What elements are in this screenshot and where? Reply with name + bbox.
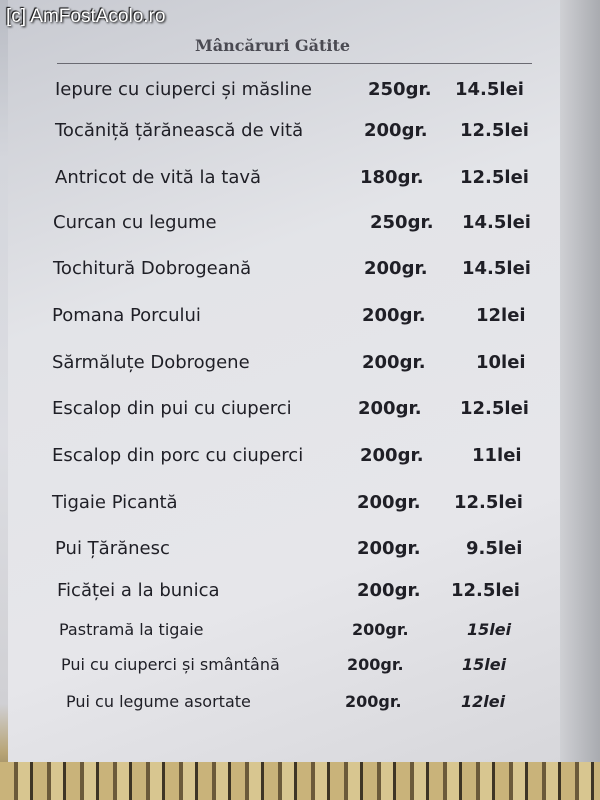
item-name: Curcan cu legume xyxy=(53,212,217,233)
item-price: 15lei xyxy=(467,620,512,639)
menu-item: Tocăniță țărănească de vită 200gr. 12.5lei xyxy=(0,120,600,150)
item-weight: 200gr. xyxy=(357,538,421,559)
item-price: 12.5lei xyxy=(460,120,529,141)
item-name: Escalop din pui cu ciuperci xyxy=(52,398,292,419)
item-name: Pui Țărănesc xyxy=(55,538,170,559)
item-weight: 200gr. xyxy=(362,352,426,373)
item-name: Pui cu legume asortate xyxy=(66,692,251,711)
menu-item: Escalop din pui cu ciuperci 200gr. 12.5lei xyxy=(0,398,600,428)
item-name: Iepure cu ciuperci și măsline xyxy=(55,79,313,100)
item-name: Escalop din porc cu ciuperci xyxy=(52,445,304,466)
item-weight: 200gr. xyxy=(345,692,402,711)
item-price: 11lei xyxy=(472,445,522,466)
item-price: 14.5lei xyxy=(455,79,524,100)
menu-title: Mâncăruri Gătite xyxy=(195,36,351,55)
menu-item: Pastramă la tigaie 200gr. 15lei xyxy=(0,620,600,650)
item-price: 12.5lei xyxy=(454,492,523,513)
menu-item: Iepure cu ciuperci și măsline 250gr. 14.5l… xyxy=(0,79,600,109)
menu-item: Ficăței a la bunica 200gr. 12.5lei xyxy=(0,580,600,610)
menu-item: Tigaie Picantă 200gr. 12.5lei xyxy=(0,492,600,522)
item-price: 14.5lei xyxy=(462,212,531,233)
item-name: Tochitură Dobrogeană xyxy=(53,258,252,279)
item-price: 12.5lei xyxy=(460,398,529,419)
item-weight: 200gr. xyxy=(360,445,424,466)
item-name: Pomana Porcului xyxy=(52,305,201,326)
watermark: [c] AmFostAcolo.ro xyxy=(6,6,166,27)
menu-item: Antricot de vită la tavă 180gr. 12.5lei xyxy=(0,167,600,197)
item-weight: 200gr. xyxy=(352,620,409,639)
item-price: 9.5lei xyxy=(466,538,523,559)
item-price: 15lei xyxy=(462,655,507,674)
menu-item: Curcan cu legume 250gr. 14.5lei xyxy=(0,212,600,242)
menu-item: Pui cu legume asortate 200gr. 12lei xyxy=(0,692,600,722)
paper-edge xyxy=(560,0,600,800)
item-price: 10lei xyxy=(476,352,526,373)
item-weight: 200gr. xyxy=(357,492,421,513)
item-name: Sărmăluțe Dobrogene xyxy=(52,352,250,373)
item-name: Antricot de vită la tavă xyxy=(55,167,262,188)
item-price: 12.5lei xyxy=(451,580,520,601)
item-price: 12lei xyxy=(461,692,506,711)
item-name: Pastramă la tigaie xyxy=(59,620,204,639)
item-weight: 200gr. xyxy=(362,305,426,326)
menu-item: Escalop din porc cu ciuperci 200gr. 11lei xyxy=(0,445,600,475)
item-weight: 250gr. xyxy=(370,212,434,233)
item-name: Ficăței a la bunica xyxy=(57,580,220,601)
item-price: 14.5lei xyxy=(462,258,531,279)
item-price: 12lei xyxy=(476,305,526,326)
menu-item: Tochitură Dobrogeană 200gr. 14.5lei xyxy=(0,258,600,288)
item-price: 12.5lei xyxy=(460,167,529,188)
item-name: Pui cu ciuperci și smântână xyxy=(61,655,280,674)
item-name: Tigaie Picantă xyxy=(52,492,178,513)
item-weight: 200gr. xyxy=(357,580,421,601)
item-weight: 200gr. xyxy=(358,398,422,419)
item-name: Tocăniță țărănească de vită xyxy=(55,120,304,141)
item-weight: 200gr. xyxy=(364,258,428,279)
table-surface xyxy=(0,762,600,800)
item-weight: 250gr. xyxy=(368,79,432,100)
menu-item: Pui cu ciuperci și smântână 200gr. 15lei xyxy=(0,655,600,685)
menu-item: Pomana Porcului 200gr. 12lei xyxy=(0,305,600,335)
menu-paper xyxy=(8,0,570,780)
menu-item: Pui Țărănesc 200gr. 9.5lei xyxy=(0,538,600,568)
title-divider xyxy=(57,63,532,64)
item-weight: 200gr. xyxy=(364,120,428,141)
menu-item: Sărmăluțe Dobrogene 200gr. 10lei xyxy=(0,352,600,382)
item-weight: 200gr. xyxy=(347,655,404,674)
item-weight: 180gr. xyxy=(360,167,424,188)
